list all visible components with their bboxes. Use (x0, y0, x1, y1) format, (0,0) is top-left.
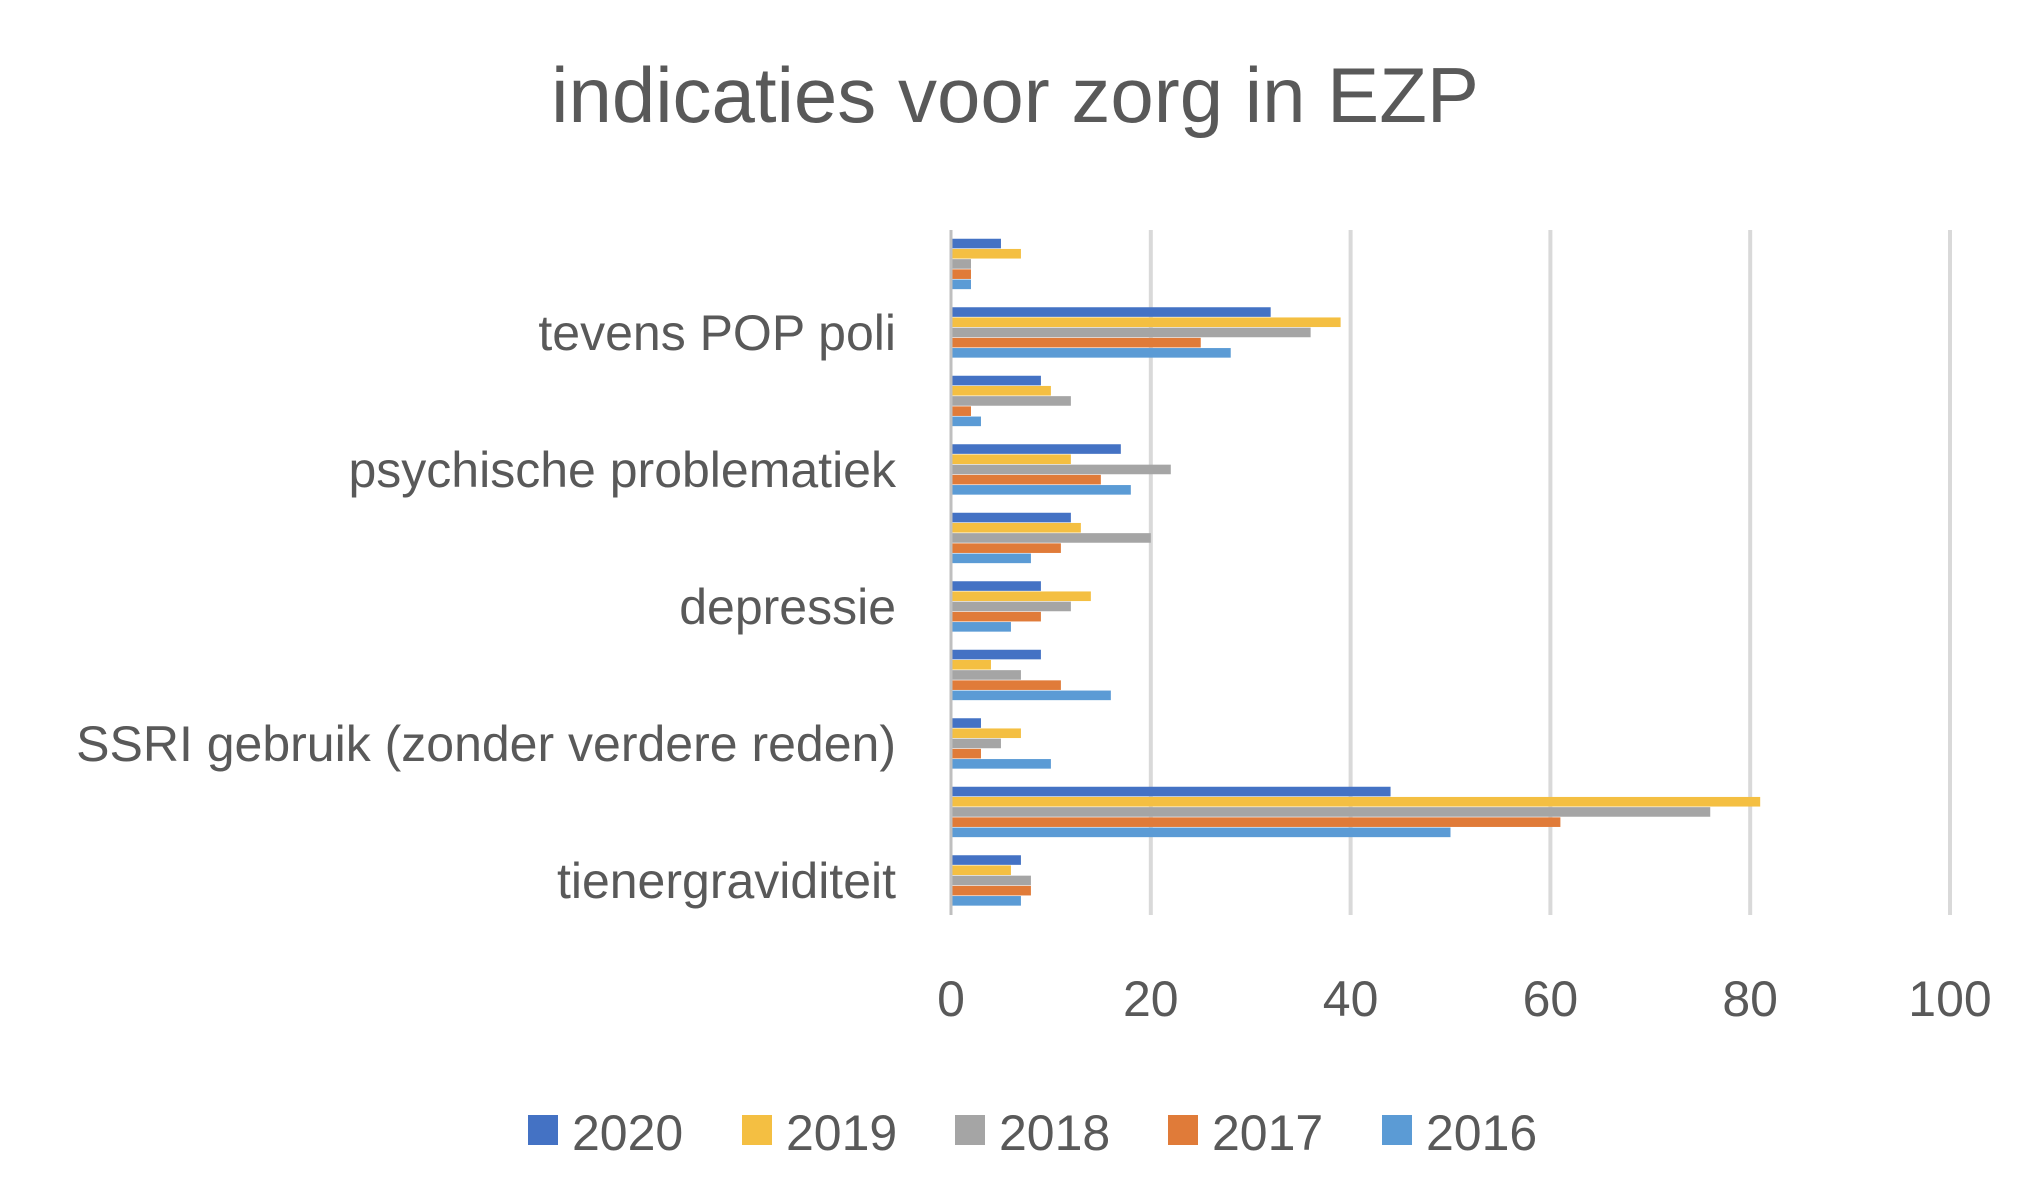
bar-2020-cat-3 (951, 444, 1121, 454)
bar-2018-cat-4 (951, 533, 1151, 543)
bar-2016-cat-3 (951, 485, 1131, 495)
legend: 2020 2019 2018 2017 2016 (528, 1105, 1537, 1161)
legend-swatch-2019 (742, 1115, 772, 1145)
bar-2017-cat-9 (951, 885, 1031, 896)
bar-2017-cat-0 (951, 269, 971, 279)
bar-2016-cat-4 (951, 553, 1031, 564)
bar-2018-cat-6 (951, 670, 1021, 680)
legend-label-2020: 2020 (572, 1105, 683, 1161)
bar-2019-cat-9 (951, 865, 1011, 876)
bar-2019-cat-2 (951, 385, 1051, 396)
legend-label-2016: 2016 (1426, 1105, 1537, 1161)
bar-2019-cat-8 (951, 796, 1761, 807)
bar-2020-cat-7 (951, 718, 981, 728)
bar-2016-cat-8 (951, 827, 1451, 838)
x-tick-label-60: 60 (1523, 971, 1579, 1027)
category-label-3: psychische problematiek (349, 442, 897, 498)
bar-2017-cat-2 (951, 406, 971, 416)
bar-2017-cat-1 (951, 337, 1201, 348)
x-tick-label-100: 100 (1908, 971, 1991, 1027)
bar-2020-cat-5 (951, 581, 1041, 591)
bar-2016-cat-1 (951, 348, 1231, 358)
x-tick-label-0: 0 (937, 971, 965, 1027)
chart-title: indicaties voor zorg in EZP (551, 51, 1479, 139)
bar-2018-cat-9 (951, 875, 1031, 886)
bar-2019-cat-1 (951, 317, 1341, 328)
bars (951, 238, 1761, 906)
x-tick-label-40: 40 (1323, 971, 1379, 1027)
bar-2019-cat-4 (951, 522, 1081, 533)
category-label-9: tienergraviditeit (557, 853, 896, 909)
category-labels: tevens POP poli psychische problematiek de… (76, 305, 897, 909)
bar-2016-cat-5 (951, 622, 1011, 632)
bar-2019-cat-0 (951, 248, 1021, 259)
bar-2017-cat-4 (951, 543, 1061, 553)
bar-2019-cat-5 (951, 591, 1091, 602)
bar-2020-cat-1 (951, 307, 1271, 317)
bar-2020-cat-2 (951, 375, 1041, 386)
bar-2018-cat-5 (951, 601, 1071, 612)
bar-2018-cat-7 (951, 738, 1001, 749)
bar-2020-cat-9 (951, 855, 1021, 865)
bar-2017-cat-3 (951, 474, 1101, 485)
legend-label-2018: 2018 (999, 1105, 1110, 1161)
bar-2018-cat-0 (951, 259, 971, 269)
bar-2020-cat-6 (951, 649, 1041, 660)
bar-2020-cat-4 (951, 512, 1071, 523)
bar-2016-cat-2 (951, 416, 981, 427)
bar-2017-cat-7 (951, 748, 981, 759)
bar-2019-cat-3 (951, 454, 1071, 465)
legend-swatch-2016 (1382, 1115, 1412, 1145)
bar-2017-cat-5 (951, 611, 1041, 622)
bar-2016-cat-7 (951, 759, 1051, 769)
bar-2016-cat-0 (951, 279, 971, 290)
legend-swatch-2020 (528, 1115, 558, 1145)
legend-label-2017: 2017 (1212, 1105, 1323, 1161)
category-label-7: SSRI gebruik (zonder verdere reden) (76, 716, 896, 772)
bar-2016-cat-6 (951, 690, 1111, 701)
category-label-1: tevens POP poli (538, 305, 896, 361)
bar-2017-cat-8 (951, 817, 1561, 827)
bar-2017-cat-6 (951, 680, 1061, 690)
bar-2020-cat-8 (951, 786, 1391, 797)
x-tick-labels: 0 20 40 60 80 100 (937, 971, 1992, 1027)
bar-2020-cat-0 (951, 238, 1001, 249)
bar-2018-cat-1 (951, 327, 1311, 338)
bar-2018-cat-8 (951, 807, 1711, 817)
bar-2016-cat-9 (951, 896, 1021, 906)
bar-2018-cat-2 (951, 396, 1071, 406)
legend-label-2019: 2019 (786, 1105, 897, 1161)
bar-2019-cat-6 (951, 659, 991, 670)
x-tick-label-20: 20 (1123, 971, 1179, 1027)
bar-2019-cat-7 (951, 728, 1021, 739)
x-tick-label-80: 80 (1722, 971, 1778, 1027)
bar-2018-cat-3 (951, 464, 1171, 475)
category-label-5: depressie (679, 579, 896, 635)
legend-swatch-2017 (1168, 1115, 1198, 1145)
legend-swatch-2018 (955, 1115, 985, 1145)
